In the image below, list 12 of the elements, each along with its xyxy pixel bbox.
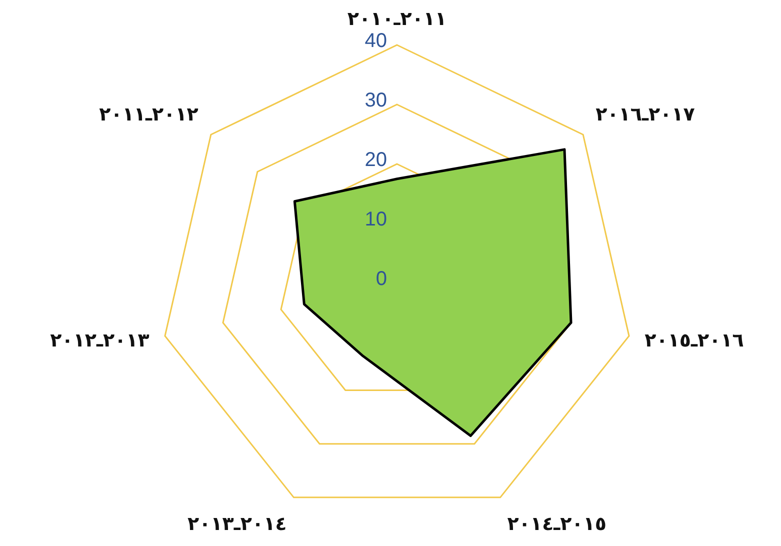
spoke-label: ٢٠١٣ـ٢٠١٤ xyxy=(188,512,287,535)
spoke-label: ٢٠١٤ـ٢٠١٥ xyxy=(507,512,606,535)
y-tick-label: 20 xyxy=(364,149,387,171)
spoke-label: ٢٠١٠ـ٢٠١١ xyxy=(347,8,447,30)
spoke-label: ٢٠١١ـ٢٠١٢ xyxy=(99,104,199,126)
spoke-label: ٢٠١٥ـ٢٠١٦ xyxy=(644,330,744,352)
y-tick-label: 30 xyxy=(364,90,387,112)
y-tick-label: 0 xyxy=(376,268,387,290)
y-tick-label: 40 xyxy=(364,30,387,52)
spoke-label: ٢٠١٦ـ٢٠١٧ xyxy=(596,104,696,126)
y-tick-label: 10 xyxy=(364,208,387,230)
spoke-label: ٢٠١٢ـ٢٠١٣ xyxy=(50,330,150,352)
